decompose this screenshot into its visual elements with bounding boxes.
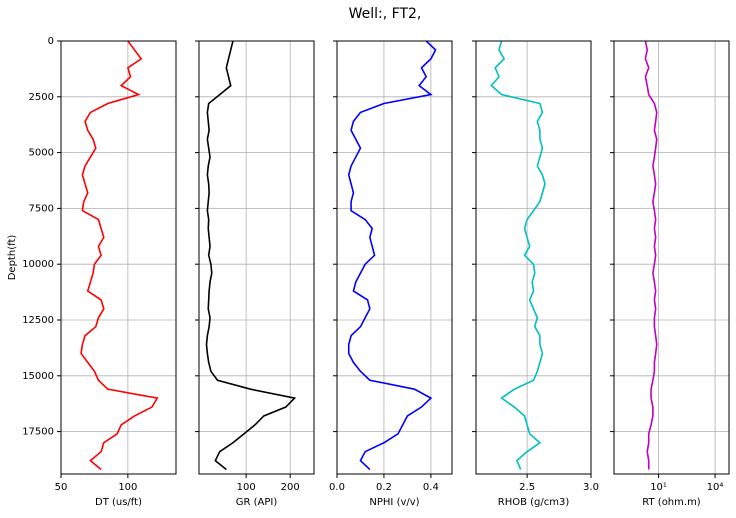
y-tick-label: 17500 [22, 427, 54, 438]
axes-frame [60, 40, 177, 475]
log-curve [644, 41, 658, 470]
log-curve [80, 41, 159, 471]
axes-frame [613, 40, 730, 475]
axes-frame [475, 40, 592, 475]
log-curve [490, 41, 546, 470]
y-tick-label: 5000 [29, 148, 54, 159]
x-tick-label: 100 [118, 482, 137, 493]
x-tick-label: 0.2 [376, 482, 392, 493]
y-tick-label: 7500 [29, 203, 54, 214]
y-tick-label: 15000 [22, 371, 54, 382]
x-tick-label: 3.0 [583, 482, 599, 493]
x-axis-label: DT (us/ft) [95, 497, 142, 508]
axes-frame [198, 40, 315, 475]
x-tick-label: 10⁴ [707, 482, 724, 493]
x-axis-label: NPHI (v/v) [369, 497, 419, 508]
y-tick-label: 0 [48, 36, 54, 47]
x-axis-label: RT (ohm.m) [642, 497, 701, 508]
y-tick-label: 12500 [22, 315, 54, 326]
log-curve [347, 41, 437, 471]
y-tick-label: 2500 [29, 92, 54, 103]
x-axis-label: RHOB (g/cm3) [498, 497, 570, 508]
x-tick-label: 10¹ [650, 482, 667, 493]
axes-frame [336, 40, 453, 475]
figure-title: Well:, FT2, [349, 6, 422, 22]
y-axis-label: Depth(ft) [7, 235, 18, 281]
x-tick-label: 0.0 [329, 482, 345, 493]
x-axis-label: GR (API) [236, 497, 278, 508]
y-tick-label: 10000 [22, 259, 54, 270]
x-tick-label: 100 [237, 482, 256, 493]
x-tick-label: 200 [281, 482, 300, 493]
x-tick-label: 2.5 [519, 482, 535, 493]
x-tick-label: 50 [55, 482, 68, 493]
x-tick-label: 0.4 [423, 482, 439, 493]
log-curve [205, 41, 297, 471]
